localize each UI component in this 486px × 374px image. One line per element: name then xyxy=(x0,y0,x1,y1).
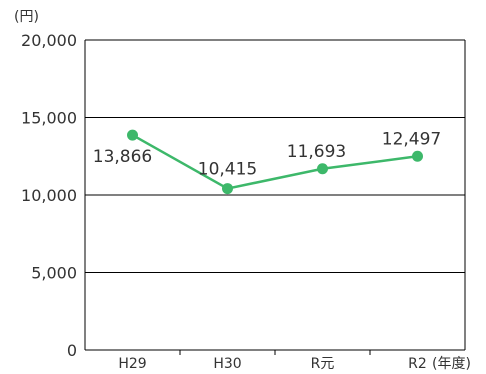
data-label: 10,415 xyxy=(198,160,257,180)
data-label: 13,866 xyxy=(93,147,152,167)
y-tick-label: 0 xyxy=(67,341,77,360)
y-tick-label: 20,000 xyxy=(21,31,77,50)
y-tick-label: 5,000 xyxy=(31,264,77,283)
x-axis: H29 H30 R元 R2 xyxy=(118,356,426,372)
data-point xyxy=(412,150,423,162)
y-tick-label: 10,000 xyxy=(21,186,77,205)
data-label: 12,497 xyxy=(382,129,441,149)
x-tick-label: H29 xyxy=(118,356,146,372)
data-labels: 13,866 10,415 11,693 12,497 xyxy=(93,129,441,179)
x-tick-label: R2 xyxy=(408,356,427,372)
y-tick-label: 15,000 xyxy=(21,109,77,128)
x-axis-unit-label: (年度) xyxy=(432,356,471,372)
y-axis: 0 5,000 10,000 15,000 20,000 xyxy=(21,31,77,360)
data-point xyxy=(222,183,233,195)
data-label: 11,693 xyxy=(287,142,346,162)
gridlines xyxy=(85,39,465,273)
data-point xyxy=(127,129,138,141)
x-tick-label: H30 xyxy=(213,356,241,372)
x-tick-label: R元 xyxy=(311,356,335,372)
series-line xyxy=(127,129,423,195)
y-axis-unit-label: (円) xyxy=(14,9,39,25)
data-point xyxy=(317,163,328,175)
series-polyline xyxy=(131,133,418,190)
plot-frame xyxy=(84,40,466,355)
